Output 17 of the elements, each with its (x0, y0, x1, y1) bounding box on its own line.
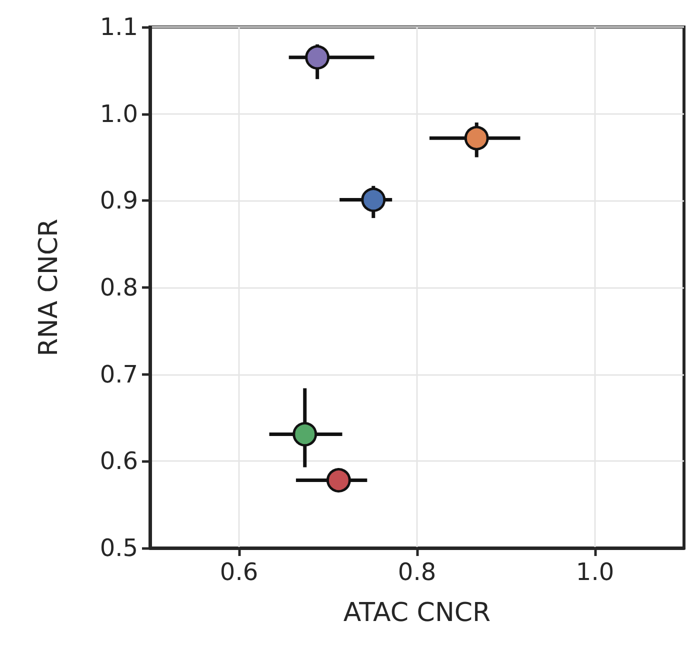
y-tick-label: 0.9 (100, 186, 138, 215)
y-tick-label: 1.1 (100, 13, 138, 41)
point (326, 468, 351, 493)
point (292, 422, 318, 446)
point (361, 188, 386, 212)
y-tick-label: 1.0 (100, 100, 138, 128)
x-tick-label: 1.0 (576, 558, 614, 586)
x-axis-title: ATAC CNCR (343, 598, 491, 628)
y-tick-label: 0.8 (100, 274, 138, 302)
y-tick-label: 0.7 (100, 360, 138, 388)
y-tick-label: 0.5 (100, 534, 138, 562)
y-axis-title: RNA CNCR (34, 218, 64, 356)
point (464, 126, 489, 150)
y-tick-label: 0.6 (100, 447, 138, 476)
x-tick-label: 0.6 (220, 558, 258, 586)
point (305, 45, 330, 70)
x-tick-label: 0.8 (398, 558, 436, 586)
